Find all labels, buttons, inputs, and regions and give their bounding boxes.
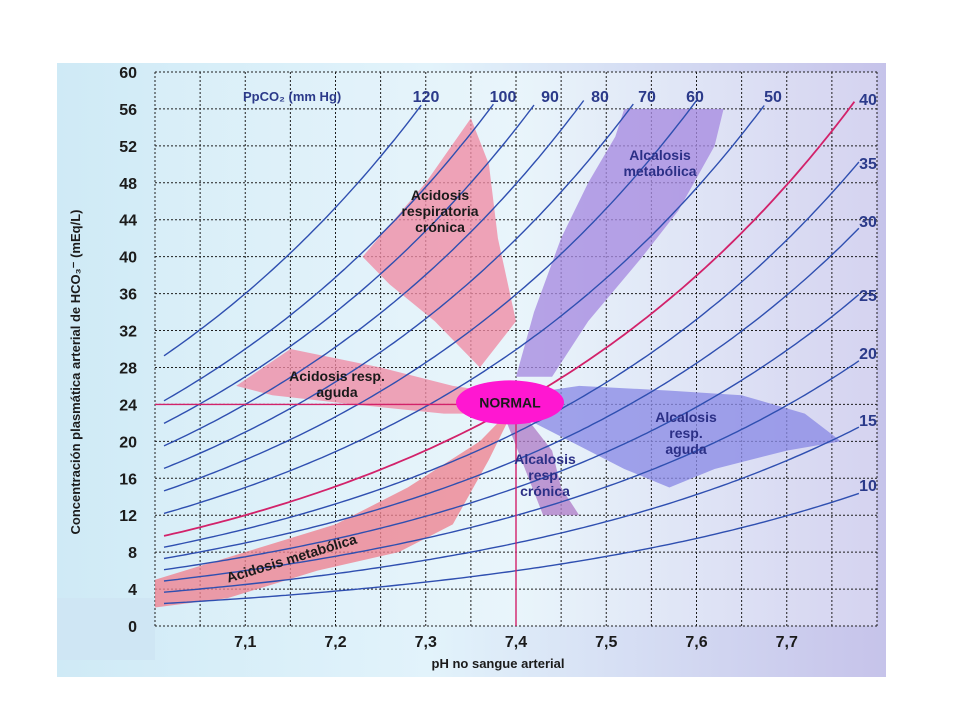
normal-label: NORMAL <box>479 394 541 410</box>
x-tick-label: 7,6 <box>685 634 707 651</box>
isobar-value-label: 25 <box>859 288 877 305</box>
y-tick-label: 52 <box>119 139 137 156</box>
isobar-line <box>163 104 422 357</box>
region-label: Acidosis resp. aguda <box>289 368 385 400</box>
y-tick-label: 28 <box>119 360 137 377</box>
isobar-line <box>163 360 860 582</box>
isobar-line <box>163 103 494 402</box>
region-label: Alcalosis resp. aguda <box>655 409 717 457</box>
isobar-line <box>163 104 535 425</box>
isobar-value-label: 30 <box>859 214 877 231</box>
isobar-layer <box>163 99 860 605</box>
isobar-title: PpCO₂ (mm Hg) <box>243 89 341 104</box>
isobar-line <box>163 161 860 548</box>
isobar-value-label: 70 <box>638 89 656 106</box>
isobar-value-label: 90 <box>541 89 559 106</box>
y-tick-label: 24 <box>119 397 137 414</box>
axis-corner-panel <box>57 598 155 660</box>
region-label: Alcalosis resp. crónica <box>514 451 576 499</box>
region-area <box>362 118 516 368</box>
isobar-line <box>163 492 860 605</box>
isobar-value-label: 80 <box>591 89 609 106</box>
isobar-value-label: 100 <box>490 89 517 106</box>
region-label: Acidosis respiratoria crónica <box>401 187 478 235</box>
region-label-line: Alcalosis <box>655 409 717 425</box>
isobar-value-label: 50 <box>764 89 782 106</box>
y-tick-label: 4 <box>128 582 137 599</box>
region-label-line: aguda <box>316 384 357 400</box>
isobar-value-label: 120 <box>413 89 440 106</box>
y-tick-label: 32 <box>119 324 137 341</box>
region-label: Alcalosis metabólica <box>623 147 696 179</box>
y-tick-label: 8 <box>128 545 137 562</box>
region-area <box>507 404 580 516</box>
normal-marker: NORMAL <box>456 380 564 425</box>
isobar-line <box>163 103 634 470</box>
isobar-line <box>163 293 860 571</box>
x-axis-title: pH no sangue arterial <box>432 656 565 671</box>
x-tick-label: 7,2 <box>324 634 346 651</box>
isobar-line <box>163 105 765 515</box>
isobar-value-label: 60 <box>686 89 704 106</box>
y-tick-label: 36 <box>119 287 137 304</box>
normal-ellipse <box>456 380 564 425</box>
region-label-line: crónica <box>520 483 570 499</box>
y-tick-label: 20 <box>119 434 137 451</box>
isobar-line <box>163 227 860 560</box>
x-tick-label: 7,1 <box>234 634 256 651</box>
x-tick-label: 7,4 <box>505 634 527 651</box>
region-label-line: crónica <box>415 219 465 235</box>
region-label-line: resp. <box>669 425 702 441</box>
region-label-line: aguda <box>665 441 706 457</box>
region-label-line: resp. <box>528 467 561 483</box>
region-label-line: Acidosis resp. <box>289 368 385 384</box>
y-tick-label: 44 <box>119 213 137 230</box>
y-tick-label: 0 <box>128 619 137 636</box>
y-tick-label: 40 <box>119 250 137 267</box>
isobar-value-label: 15 <box>859 413 877 430</box>
x-tick-label: 7,7 <box>776 634 798 651</box>
isobar-line <box>163 99 698 492</box>
isobar-labels: 120 100 90 80 70 60 50 40 35 30 25 20 15 10 <box>413 89 877 495</box>
isobar-value-label: 35 <box>859 156 877 173</box>
isobar-value-label: 40 <box>859 92 877 109</box>
region-area <box>236 349 516 414</box>
isobar-value-label: 10 <box>859 478 877 495</box>
y-tick-label: 16 <box>119 471 137 488</box>
x-axis-ticks: 7,1 7,2 7,3 7,4 7,5 7,6 7,7 <box>234 634 798 651</box>
y-tick-label: 12 <box>119 508 137 525</box>
x-tick-label: 7,3 <box>415 634 437 651</box>
region-label-line: metabólica <box>623 163 696 179</box>
y-axis-title: Concentración plasmática arterial de HCO… <box>68 210 83 535</box>
isobar-line <box>163 100 585 447</box>
isobar-line <box>163 426 860 593</box>
x-tick-label: 7,5 <box>595 634 617 651</box>
normal-reference-lines <box>155 403 517 626</box>
y-tick-label: 48 <box>119 176 137 193</box>
region-label-line: Acidosis <box>411 187 470 203</box>
region-label-line: Alcalosis <box>514 451 576 467</box>
region-label-line: respiratoria <box>401 203 478 219</box>
region-area <box>516 385 841 488</box>
y-tick-label: 56 <box>119 102 137 119</box>
y-tick-label: 60 <box>119 65 137 82</box>
isobar-value-label: 20 <box>859 346 877 363</box>
region-label-line: Alcalosis <box>629 147 691 163</box>
